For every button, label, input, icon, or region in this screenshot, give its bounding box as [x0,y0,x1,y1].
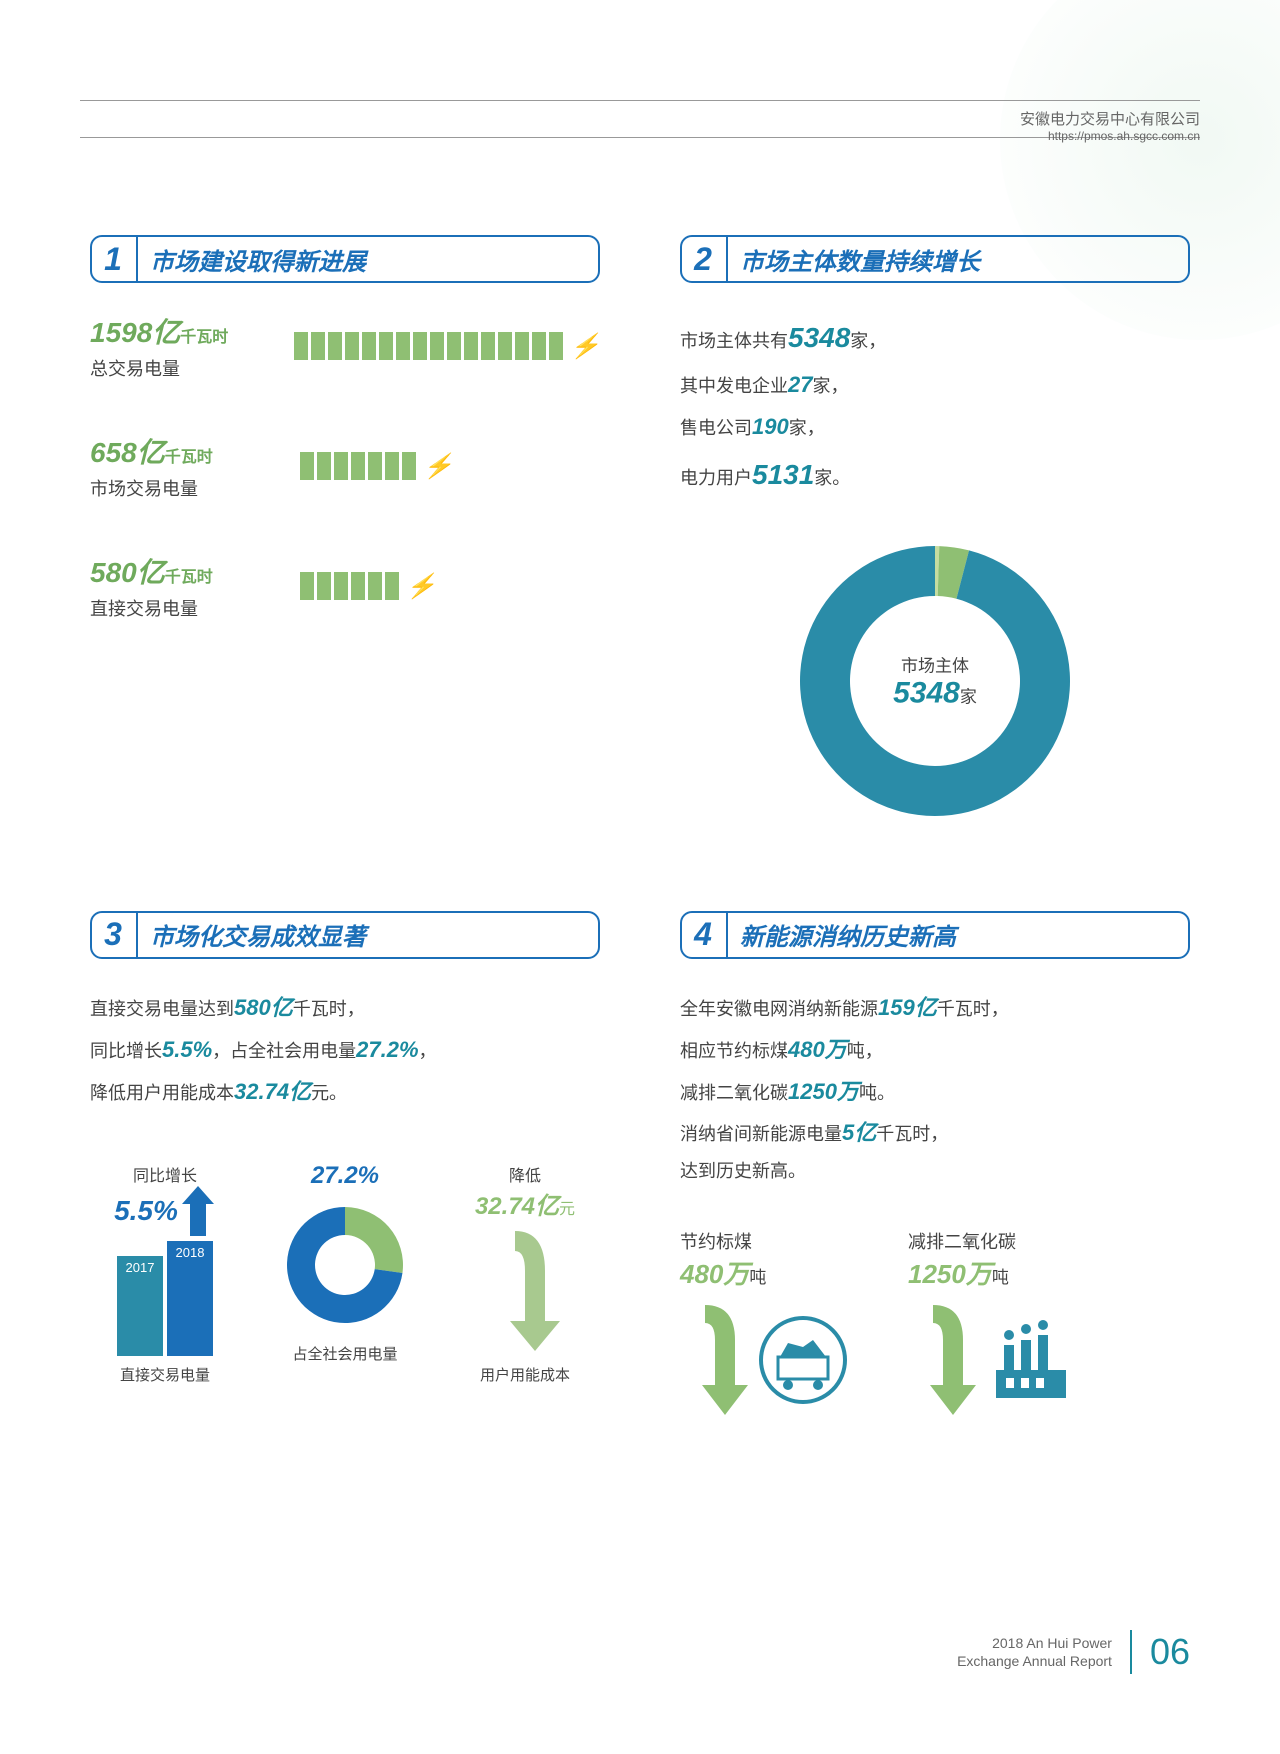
down-arrow-icon [680,1305,750,1415]
bar-2018: 2018 [167,1241,213,1356]
section-2-number: 2 [680,235,728,283]
footer-divider [1130,1630,1132,1674]
section-3: 3 市场化交易成效显著 直接交易电量达到580亿千瓦时， 同比增长5.5%，占全… [90,911,600,1415]
section-4-body: 全年安徽电网消纳新能源159亿千瓦时， 相应节约标煤480万吨， 减排二氧化碳1… [680,987,1190,1188]
section-1: 1 市场建设取得新进展 1598亿千瓦时总交易电量⚡ 658亿千瓦时市场交易电量⚡… [90,235,600,831]
stat-block: 658亿千瓦时市场交易电量⚡ [90,431,600,501]
stat-block: 1598亿千瓦时总交易电量⚡ [90,311,600,381]
coal-saving: 节约标煤 480万吨 [680,1228,848,1415]
down-arrow-icon [908,1305,978,1415]
section-1-stats: 1598亿千瓦时总交易电量⚡ 658亿千瓦时市场交易电量⚡ 580亿千瓦时直接交易电… [90,311,600,621]
page-number: 06 [1150,1631,1190,1673]
up-arrow-icon [180,1186,216,1236]
row-2: 3 市场化交易成效显著 直接交易电量达到580亿千瓦时， 同比增长5.5%，占全… [90,911,1190,1415]
growth-chart: 同比增长 5.5% 2017 2018 直接交易电量 [90,1162,240,1385]
section-4: 4 新能源消纳历史新高 全年安徽电网消纳新能源159亿千瓦时， 相应节约标煤48… [680,911,1190,1415]
section-4-icons: 节约标煤 480万吨 减排二氧化碳 1250万吨 [680,1228,1190,1415]
factory-icon [986,1315,1076,1405]
section-2-body: 市场主体共有5348家， 其中发电企业27家， 售电公司190家， 电力用户51… [680,311,1190,501]
battery-bars: ⚡ [294,332,600,361]
mini-donut-svg [280,1200,410,1330]
stat-block: 580亿千瓦时直接交易电量⚡ [90,551,600,621]
section-4-header: 4 新能源消纳历史新高 [680,911,1190,959]
section-3-body: 直接交易电量达到580亿千瓦时， 同比增长5.5%，占全社会用电量27.2%， … [90,987,600,1112]
section-4-title: 新能源消纳历史新高 [740,917,956,952]
main-content: 1 市场建设取得新进展 1598亿千瓦时总交易电量⚡ 658亿千瓦时市场交易电量⚡… [90,235,1190,1415]
header-rule-top [80,100,1200,101]
company-name: 安徽电力交易中心有限公司 [1020,108,1200,129]
section-1-header: 1 市场建设取得新进展 [90,235,600,283]
bolt-icon: ⚡ [406,572,436,601]
down-arrow-icon [485,1231,565,1351]
section-2: 2 市场主体数量持续增长 市场主体共有5348家， 其中发电企业27家， 售电公… [680,235,1190,831]
share-donut: 27.2% 占全社会用电量 [270,1162,420,1385]
section-1-title: 市场建设取得新进展 [150,242,366,277]
footer-text: 2018 An Hui Power Exchange Annual Report [957,1634,1112,1670]
row-1: 1 市场建设取得新进展 1598亿千瓦时总交易电量⚡ 658亿千瓦时市场交易电量⚡… [90,235,1190,831]
section-1-number: 1 [90,235,138,283]
coal-cart-icon [758,1315,848,1405]
donut-center-label: 市场主体 5348家 [893,651,977,710]
header-text: 安徽电力交易中心有限公司 https://pmos.ah.sgcc.com.cn [1020,108,1200,143]
page-header: 安徽电力交易中心有限公司 https://pmos.ah.sgcc.com.cn [80,100,1200,138]
section-2-title: 市场主体数量持续增长 [740,242,980,277]
cost-reduction: 降低 32.74亿元 用户用能成本 [450,1162,600,1385]
page-footer: 2018 An Hui Power Exchange Annual Report… [957,1630,1190,1674]
co2-reduction: 减排二氧化碳 1250万吨 [908,1228,1076,1415]
battery-bars: ⚡ [300,452,453,481]
donut-chart: 市场主体 5348家 [680,531,1190,831]
bolt-icon: ⚡ [570,332,600,361]
battery-bars: ⚡ [300,572,436,601]
section-2-header: 2 市场主体数量持续增长 [680,235,1190,283]
bolt-icon: ⚡ [423,452,453,481]
section-4-number: 4 [680,911,728,959]
section-3-header: 3 市场化交易成效显著 [90,911,600,959]
bar-pair: 2017 2018 [90,1236,240,1356]
section-3-number: 3 [90,911,138,959]
bar-2017: 2017 [117,1256,163,1356]
company-url: https://pmos.ah.sgcc.com.cn [1020,129,1200,143]
section-3-title: 市场化交易成效显著 [150,917,366,952]
section-3-charts: 同比增长 5.5% 2017 2018 直接交易电量 27.2% 占全社会用电量 [90,1162,600,1385]
